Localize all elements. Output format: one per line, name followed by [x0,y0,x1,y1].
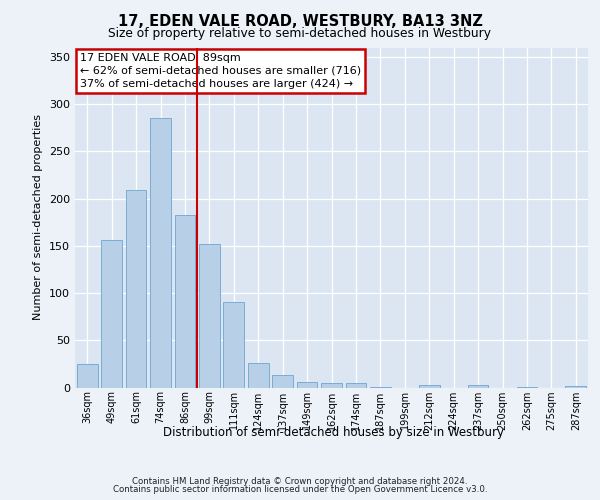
Y-axis label: Number of semi-detached properties: Number of semi-detached properties [34,114,43,320]
Bar [565,386,586,388]
Bar [223,302,244,388]
Text: Size of property relative to semi-detached houses in Westbury: Size of property relative to semi-detach… [109,28,491,40]
Text: 17 EDEN VALE ROAD: 89sqm
← 62% of semi-detached houses are smaller (716)
37% of : 17 EDEN VALE ROAD: 89sqm ← 62% of semi-d… [80,52,361,89]
Bar [272,375,293,388]
Bar [101,240,122,388]
Bar [248,363,269,388]
Bar [517,386,538,388]
Bar [346,383,367,388]
Bar [419,384,440,388]
Text: Contains HM Land Registry data © Crown copyright and database right 2024.: Contains HM Land Registry data © Crown c… [132,477,468,486]
Text: 17, EDEN VALE ROAD, WESTBURY, BA13 3NZ: 17, EDEN VALE ROAD, WESTBURY, BA13 3NZ [118,14,482,29]
Text: Distribution of semi-detached houses by size in Westbury: Distribution of semi-detached houses by … [163,426,503,439]
Bar [199,244,220,388]
Bar [125,190,146,388]
Bar [296,382,317,388]
Text: Contains public sector information licensed under the Open Government Licence v3: Contains public sector information licen… [113,485,487,494]
Bar [370,386,391,388]
Bar [175,214,196,388]
Bar [150,118,171,388]
Bar [467,384,488,388]
Bar [321,383,342,388]
Bar [77,364,98,388]
